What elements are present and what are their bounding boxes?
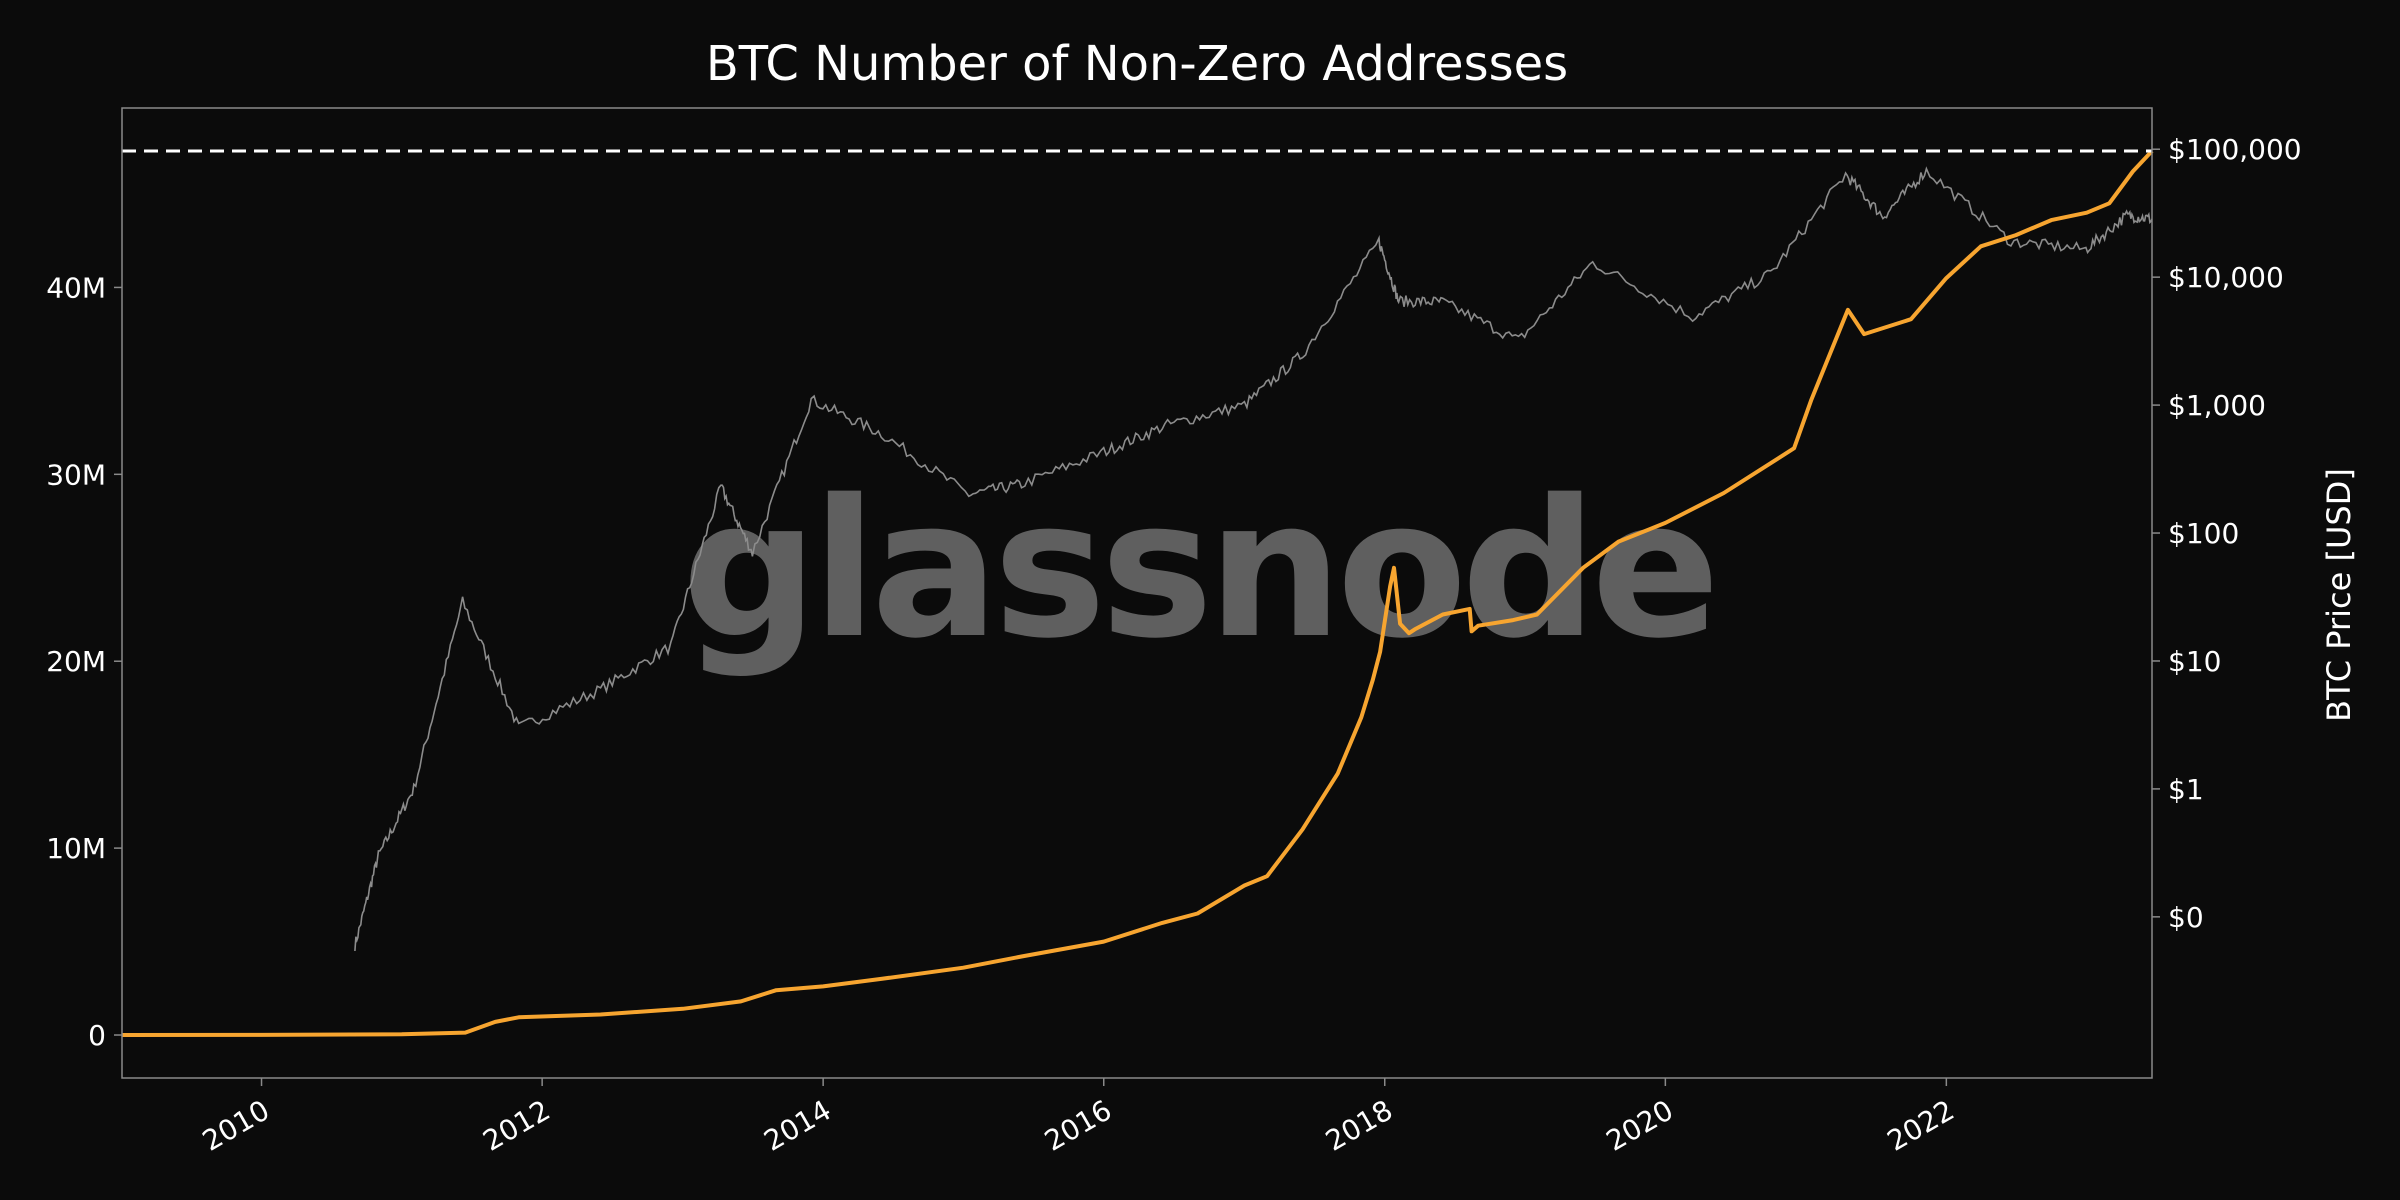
plot-frame bbox=[121, 107, 2153, 1079]
y2-tick-label: $10,000 bbox=[2168, 261, 2284, 294]
y-tick-label: 40M bbox=[46, 271, 106, 304]
price-series bbox=[354, 166, 2153, 952]
y-tick-label: 0 bbox=[88, 1019, 106, 1052]
y-tick-label: 30M bbox=[46, 458, 106, 491]
y2-tick-label: $1 bbox=[2168, 773, 2204, 806]
y-axis-left: 0 10M 20M 30M 40M bbox=[46, 271, 122, 1052]
watermark: glassnode bbox=[682, 459, 1714, 680]
y-tick-label: 10M bbox=[46, 832, 106, 865]
y-tick-label: 20M bbox=[46, 645, 106, 678]
y2-tick-label: $100,000 bbox=[2168, 133, 2302, 166]
addresses-series bbox=[121, 149, 2154, 1037]
chart-title: BTC Number of Non-Zero Addresses bbox=[706, 36, 1568, 92]
y2-tick-label: $10 bbox=[2168, 645, 2221, 678]
y2-tick-label: $1,000 bbox=[2168, 389, 2266, 422]
addresses-line bbox=[121, 149, 2154, 1037]
price-line bbox=[354, 166, 2153, 952]
y-axis-right: $0 $1 $10 $100 $1,000 $10,000 $100,000 bbox=[2152, 133, 2302, 934]
y2-tick-label: $100 bbox=[2168, 517, 2239, 550]
y2-axis-label: BTC Price [USD] bbox=[2320, 468, 2358, 722]
y2-tick-label: $0 bbox=[2168, 901, 2204, 934]
